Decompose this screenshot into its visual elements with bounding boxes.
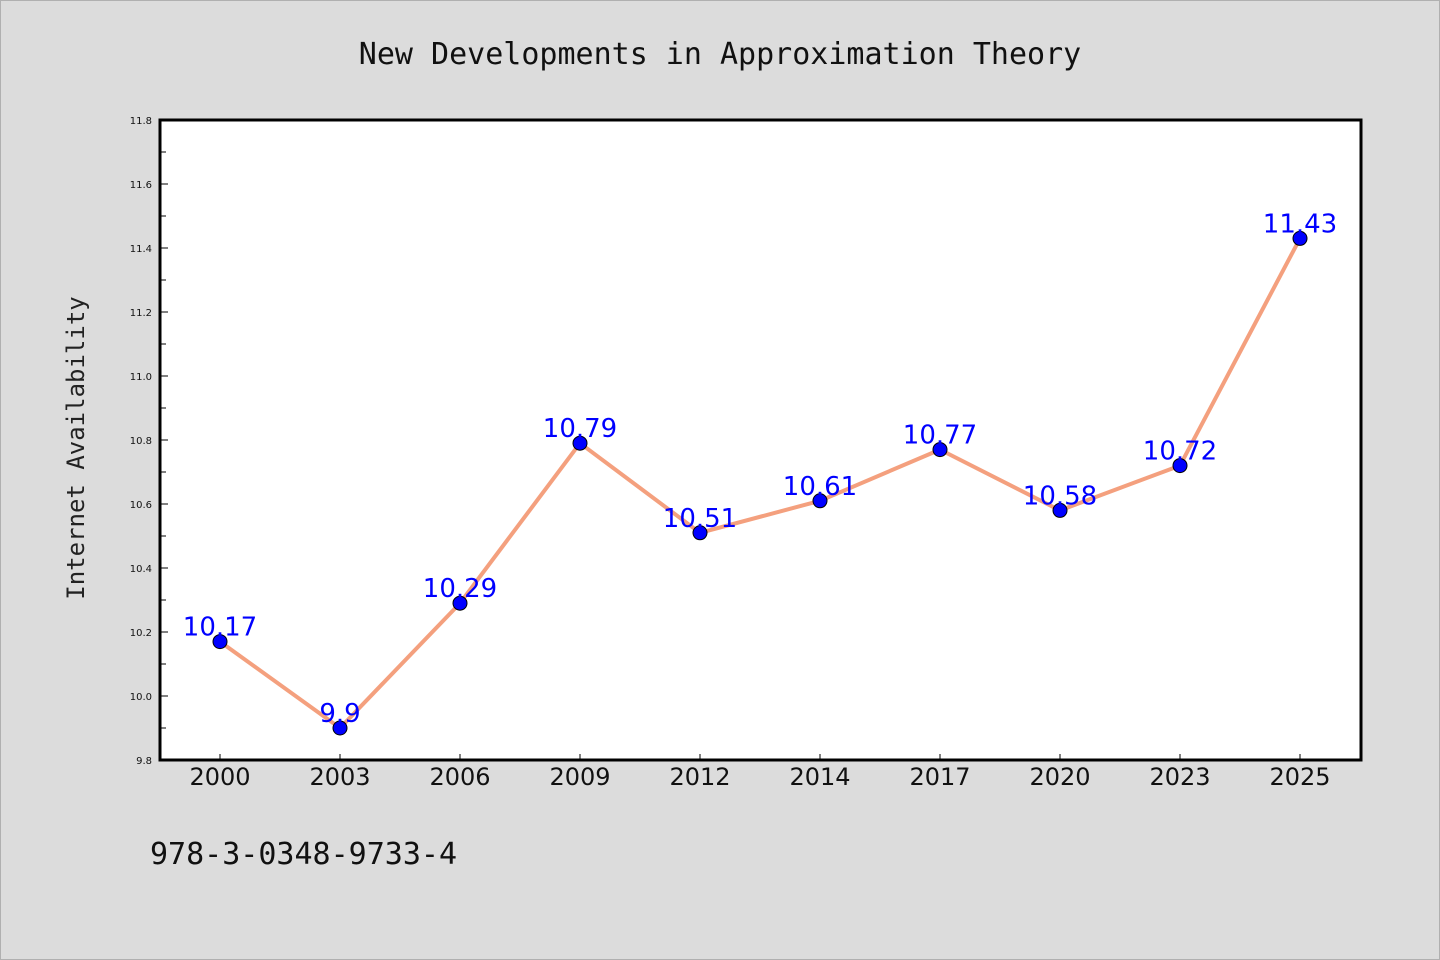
data-label: 10.51 (663, 504, 737, 534)
y-tick-label: 10.2 (130, 628, 152, 639)
data-point (1172, 458, 1188, 474)
x-tick-label: 2017 (909, 763, 970, 791)
data-label: 10.58 (1023, 481, 1097, 511)
x-tick-label: 2012 (669, 763, 730, 791)
y-tick-label: 10.8 (130, 436, 152, 447)
data-point (212, 634, 228, 650)
y-axis-ticks: 9.8 10.0 10.2 10.4 10.6 10.8 11.0 11.2 11.4 11.6 1… (130, 116, 168, 767)
data-point (332, 720, 348, 736)
y-tick-label: 10.4 (130, 564, 152, 575)
data-label: 10.77 (903, 421, 977, 451)
data-label: 10.79 (543, 414, 617, 444)
y-tick-label: 11.2 (130, 308, 152, 319)
y-tick-label: 11.0 (130, 372, 152, 383)
x-tick-label: 2020 (1029, 763, 1090, 791)
series-line (218, 237, 1302, 730)
y-axis-label: Internet Availability (62, 296, 90, 599)
data-point (572, 435, 588, 451)
series-line-group (212, 230, 1308, 736)
x-tick-label: 2003 (309, 763, 370, 791)
data-point (692, 525, 708, 541)
data-point (452, 595, 468, 611)
x-tick-label: 2023 (1149, 763, 1210, 791)
data-label: 10.17 (183, 613, 257, 643)
data-labels-group: 10.17 9.9 10.29 10.79 10.51 10.61 10.77 10.58 10… (183, 209, 1337, 729)
x-axis-ticks: 2000 2003 2006 2009 2012 2014 2017 2020 2023 2025 (189, 754, 1331, 791)
x-tick-label: 2009 (549, 763, 610, 791)
y-tick-label: 11.6 (130, 180, 152, 191)
y-tick-label: 11.8 (130, 116, 152, 127)
chart-title: New Developments in Approximation Theory (359, 37, 1081, 72)
data-label: 11.43 (1263, 209, 1337, 239)
y-tick-label: 11.4 (130, 244, 152, 255)
data-label: 10.72 (1143, 437, 1217, 467)
data-point (1052, 502, 1068, 518)
y-tick-label: 10.0 (130, 692, 152, 703)
x-tick-label: 2000 (189, 763, 250, 791)
data-point (812, 493, 828, 509)
footer-code: 978-3-0348-9733-4 (150, 837, 457, 872)
data-point (932, 442, 948, 458)
plot-area (158, 118, 1363, 762)
x-tick-label: 2014 (789, 763, 850, 791)
y-tick-label: 10.6 (130, 500, 152, 511)
data-label: 9.9 (319, 699, 360, 729)
x-tick-label: 2025 (1269, 763, 1330, 791)
data-label: 10.61 (783, 472, 857, 502)
y-tick-label: 9.8 (136, 756, 152, 767)
data-label: 10.29 (423, 574, 497, 604)
data-point (1292, 230, 1308, 246)
x-tick-label: 2006 (429, 763, 490, 791)
